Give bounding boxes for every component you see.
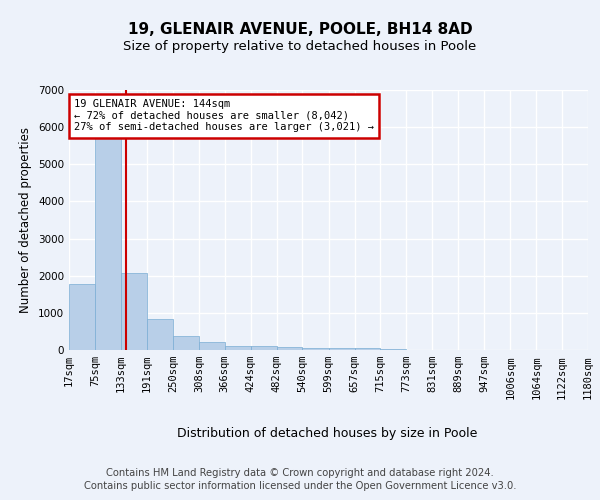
- Bar: [355, 348, 380, 350]
- Bar: [225, 346, 251, 350]
- Bar: [380, 348, 406, 350]
- Text: Contains public sector information licensed under the Open Government Licence v3: Contains public sector information licen…: [84, 481, 516, 491]
- Bar: [95, 134, 121, 350]
- Bar: [199, 342, 225, 350]
- Text: 19, GLENAIR AVENUE, POOLE, BH14 8AD: 19, GLENAIR AVENUE, POOLE, BH14 8AD: [128, 22, 472, 38]
- Bar: [329, 348, 355, 350]
- Bar: [121, 273, 146, 350]
- Text: Contains HM Land Registry data © Crown copyright and database right 2024.: Contains HM Land Registry data © Crown c…: [106, 468, 494, 477]
- Text: 19 GLENAIR AVENUE: 144sqm
← 72% of detached houses are smaller (8,042)
27% of se: 19 GLENAIR AVENUE: 144sqm ← 72% of detac…: [74, 100, 374, 132]
- Bar: [173, 336, 199, 350]
- Bar: [277, 347, 302, 350]
- Bar: [146, 319, 173, 350]
- Text: Size of property relative to detached houses in Poole: Size of property relative to detached ho…: [124, 40, 476, 53]
- Bar: [302, 348, 329, 350]
- Y-axis label: Number of detached properties: Number of detached properties: [19, 127, 32, 313]
- Bar: [251, 346, 277, 350]
- Text: Distribution of detached houses by size in Poole: Distribution of detached houses by size …: [177, 428, 477, 440]
- Bar: [69, 284, 95, 350]
